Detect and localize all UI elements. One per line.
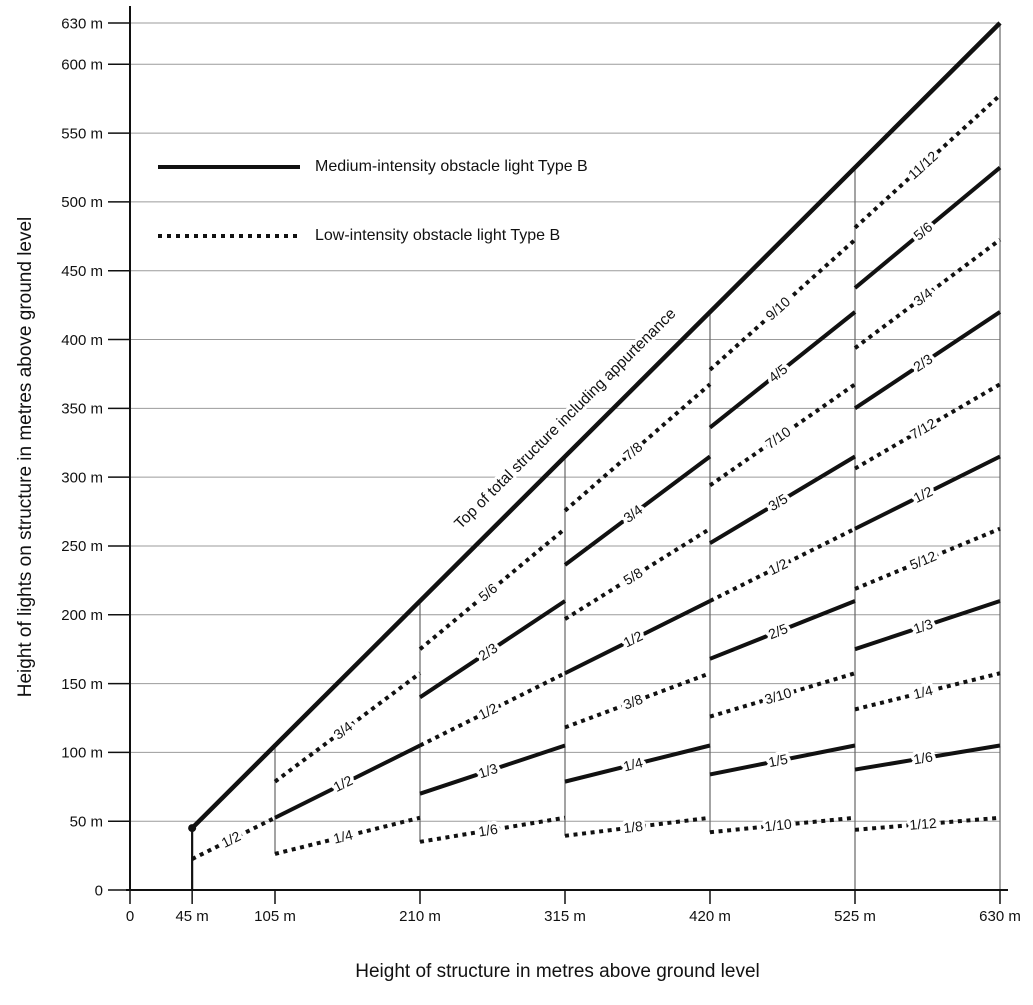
x-tick-label: 0 [126, 908, 134, 925]
fraction-label: 1/2 [621, 627, 646, 650]
y-tick-label: 0 [95, 882, 103, 899]
fraction-label: 1/5 [767, 751, 789, 771]
light-level-line-dotted [708, 238, 857, 372]
light-level-line-solid [274, 743, 421, 820]
light-level-line-dotted [564, 815, 711, 838]
light-level-line-dotted [418, 527, 567, 651]
fraction-label: 5/12 [907, 548, 939, 573]
y-tick-label: 400 m [61, 332, 103, 349]
x-tick-label: 630 m [979, 908, 1021, 925]
light-level-line-dotted [854, 526, 1001, 591]
fraction-label: 3/10 [763, 684, 794, 707]
light-level-line-solid [854, 454, 1001, 531]
x-tick-label: 45 m [175, 908, 208, 925]
light-level-line-dotted [854, 815, 1001, 832]
fraction-label: 7/12 [907, 415, 939, 443]
x-tick-label: 315 m [544, 908, 586, 925]
fraction-label: 1/12 [909, 815, 938, 833]
x-tick-label: 420 m [689, 908, 731, 925]
legend-label-low-intensity: Low-intensity obstacle light Type B [315, 227, 561, 244]
y-tick-label: 50 m [70, 813, 103, 830]
x-tick-label: 525 m [834, 908, 876, 925]
light-level-line-solid [419, 743, 566, 796]
fraction-label: 1/3 [476, 760, 500, 781]
fraction-label: 11/12 [905, 148, 941, 183]
y-tick-label: 200 m [61, 607, 103, 624]
light-level-line-solid [853, 310, 1002, 410]
fraction-label: 1/8 [622, 818, 644, 836]
y-tick-label: 300 m [61, 469, 103, 486]
fraction-label: 5/6 [475, 580, 500, 605]
light-level-line-dotted [709, 526, 856, 603]
light-level-line-solid [418, 599, 567, 699]
fraction-label: 1/6 [912, 748, 934, 767]
light-level-line-dotted [853, 382, 1002, 471]
fraction-label: 1/2 [911, 483, 936, 506]
light-level-line-solid [709, 743, 856, 777]
light-level-line-solid [564, 743, 711, 784]
y-tick-label: 450 m [61, 263, 103, 280]
light-level-line-solid [563, 454, 712, 567]
y-tick-label: 500 m [61, 194, 103, 211]
light-level-line-solid [854, 599, 1001, 652]
fraction-label: 5/8 [620, 564, 645, 588]
fraction-label: 1/2 [476, 700, 501, 723]
light-level-line-solid [564, 599, 711, 676]
light-level-line-solid [854, 743, 1001, 772]
y-tick-label: 150 m [61, 676, 103, 693]
light-level-line-dotted [563, 527, 712, 621]
light-level-line-dotted [191, 815, 276, 861]
x-axis-title: Height of structure in metres above grou… [355, 961, 760, 982]
y-tick-label: 550 m [61, 125, 103, 142]
y-axis-title: Height of lights on structure in metres … [15, 216, 36, 698]
solid-line-sample-icon [158, 165, 300, 169]
fraction-label: 1/4 [332, 826, 355, 846]
light-level-line-dotted [563, 382, 712, 513]
light-level-line-dotted [853, 93, 1002, 230]
fraction-label: 1/3 [911, 616, 935, 637]
fraction-label: 1/4 [622, 754, 645, 774]
y-tick-label: 350 m [61, 401, 103, 418]
legend-item-low-intensity: Low-intensity obstacle light Type B [158, 225, 560, 247]
light-level-line-dotted [419, 815, 566, 844]
light-level-line-dotted [419, 671, 566, 748]
fraction-label: 1/6 [477, 821, 499, 840]
fraction-label: 1/2 [331, 772, 356, 795]
legend-item-medium-intensity: Medium-intensity obstacle light Type B [158, 156, 588, 178]
light-level-line-dotted [708, 382, 857, 488]
y-tick-label: 600 m [61, 57, 103, 74]
fraction-label: 2/5 [766, 620, 790, 642]
x-tick-label: 210 m [399, 908, 441, 925]
fraction-label: 1/4 [912, 682, 935, 702]
fraction-label: 1/2 [766, 555, 791, 578]
light-level-line-dotted [709, 815, 856, 835]
y-tick-label: 630 m [61, 15, 103, 32]
y-tick-label: 100 m [61, 745, 103, 762]
light-level-line-solid [708, 310, 857, 430]
light-level-line-solid [708, 454, 857, 545]
fraction-label: 1/2 [219, 828, 244, 851]
fraction-label: 7/10 [762, 423, 794, 452]
legend-label-medium-intensity: Medium-intensity obstacle light Type B [315, 158, 588, 175]
y-tick-label: 250 m [61, 538, 103, 555]
dotted-line-sample-icon [158, 234, 300, 238]
envelope-line [190, 21, 1002, 830]
light-level-line-solid [853, 165, 1002, 290]
fraction-label: 3/5 [765, 490, 790, 514]
fraction-label: 1/10 [764, 816, 793, 835]
fraction-label: 3/8 [621, 691, 645, 713]
light-level-line-solid [709, 599, 856, 661]
x-tick-label: 105 m [254, 908, 296, 925]
